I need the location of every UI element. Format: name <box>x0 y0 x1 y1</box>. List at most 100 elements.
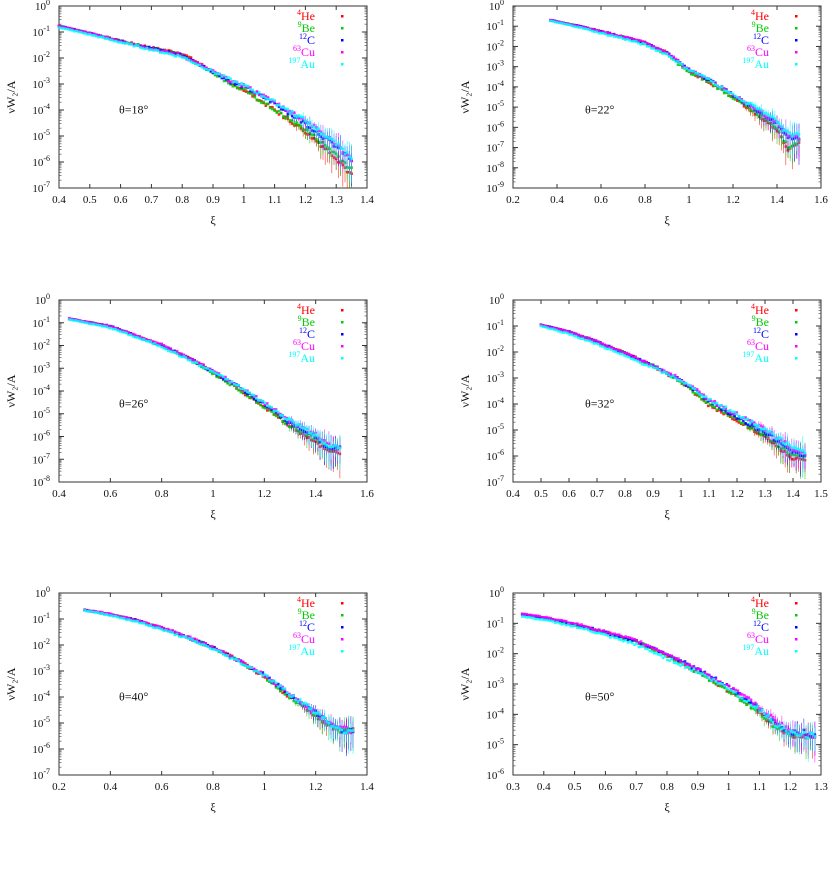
y-tick-label: 10-6 <box>32 741 50 756</box>
x-tick-label: 1.1 <box>702 488 716 500</box>
x-tick-label: 1.2 <box>726 194 740 206</box>
legend-marker <box>795 626 798 629</box>
legend-marker <box>795 333 798 336</box>
legend-marker <box>341 309 344 312</box>
x-tick-label: 0.7 <box>145 194 159 206</box>
angle-annotation: θ=32° <box>585 396 615 410</box>
x-tick-label: 1.3 <box>814 781 828 793</box>
legend-marker <box>341 638 344 641</box>
x-tick-label: 0.4 <box>103 781 117 793</box>
legend-marker <box>341 333 344 336</box>
x-tick-label: 0.2 <box>506 194 520 206</box>
x-tick-label: 0.9 <box>206 194 220 206</box>
legend-marker <box>795 63 798 66</box>
angle-annotation: θ=26° <box>119 396 149 410</box>
legend-marker <box>341 51 344 54</box>
plot-frame <box>513 300 821 482</box>
x-tick-label: 1.4 <box>360 781 374 793</box>
x-tick-label: 0.6 <box>114 194 128 206</box>
legend-marker <box>341 27 344 30</box>
x-tick-label: 1.6 <box>360 488 374 500</box>
x-tick-label: 1 <box>678 488 684 500</box>
y-tick-label: 10-2 <box>32 338 50 353</box>
plot-frame <box>59 593 367 775</box>
legend-label-au: 197Au <box>742 643 769 658</box>
legend-marker <box>795 650 798 653</box>
x-tick-label: 1.5 <box>814 488 828 500</box>
angle-annotation: θ=18° <box>119 102 149 116</box>
y-tick-label: 10-3 <box>486 676 504 691</box>
y-tick-label: 10-1 <box>32 611 50 626</box>
y-tick-label: 10-8 <box>32 474 50 489</box>
y-tick-label: 100 <box>35 0 50 13</box>
x-tick-label: 1.1 <box>753 781 767 793</box>
x-axis-label: ξ <box>664 213 670 227</box>
x-tick-label: 0.6 <box>155 781 169 793</box>
x-tick-label: 0.6 <box>103 488 117 500</box>
x-tick-label: 0.4 <box>52 488 66 500</box>
x-tick-label: 1.4 <box>309 488 323 500</box>
legend-marker <box>795 51 798 54</box>
legend-label-au: 197Au <box>742 56 769 71</box>
y-tick-label: 10-9 <box>486 180 504 195</box>
y-tick-label: 10-5 <box>486 737 504 752</box>
x-tick-label: 0.2 <box>52 781 66 793</box>
legend-label-au: 197Au <box>288 56 315 71</box>
x-tick-label: 1.4 <box>770 194 784 206</box>
legend-marker <box>795 321 798 324</box>
series-12C <box>521 613 816 756</box>
x-tick-label: 0.4 <box>506 488 520 500</box>
y-axis-label: νW₂/A <box>458 374 472 407</box>
y-tick-label: 10-3 <box>32 663 50 678</box>
y-tick-label: 10-7 <box>486 474 504 489</box>
y-tick-label: 10-2 <box>486 344 504 359</box>
y-tick-label: 100 <box>489 585 504 600</box>
legend-marker <box>795 345 798 348</box>
x-tick-label: 0.9 <box>691 781 705 793</box>
x-tick-label: 0.7 <box>629 781 643 793</box>
x-tick-label: 0.4 <box>537 781 551 793</box>
series-9Be <box>521 613 816 759</box>
legend-marker <box>341 15 344 18</box>
y-tick-label: 100 <box>489 0 504 13</box>
y-axis-label: νW₂/A <box>4 80 18 113</box>
legend-marker <box>341 39 344 42</box>
x-tick-label: 1.3 <box>329 194 343 206</box>
x-tick-label: 1.2 <box>299 194 313 206</box>
x-tick-label: 0.5 <box>568 781 582 793</box>
y-tick-label: 10-7 <box>32 180 50 195</box>
plot-frame <box>59 6 367 188</box>
x-axis-label: ξ <box>210 213 216 227</box>
x-tick-label: 0.8 <box>175 194 189 206</box>
legend-marker <box>341 650 344 653</box>
y-tick-label: 10-6 <box>486 448 504 463</box>
legend-marker <box>341 345 344 348</box>
y-tick-label: 100 <box>35 292 50 307</box>
y-tick-label: 10-4 <box>486 706 504 721</box>
x-axis-label: ξ <box>664 507 670 521</box>
y-tick-label: 10-3 <box>486 370 504 385</box>
y-tick-label: 10-2 <box>32 637 50 652</box>
y-tick-label: 10-3 <box>32 360 50 375</box>
y-tick-label: 10-2 <box>486 38 504 53</box>
y-tick-label: 10-4 <box>32 102 50 117</box>
y-tick-label: 100 <box>489 292 504 307</box>
y-tick-label: 10-4 <box>32 689 50 704</box>
x-tick-label: 1 <box>210 488 216 500</box>
y-tick-label: 10-6 <box>32 154 50 169</box>
y-tick-label: 10-4 <box>486 396 504 411</box>
legend-marker <box>341 602 344 605</box>
y-tick-label: 10-2 <box>486 646 504 661</box>
legend-marker <box>341 321 344 324</box>
